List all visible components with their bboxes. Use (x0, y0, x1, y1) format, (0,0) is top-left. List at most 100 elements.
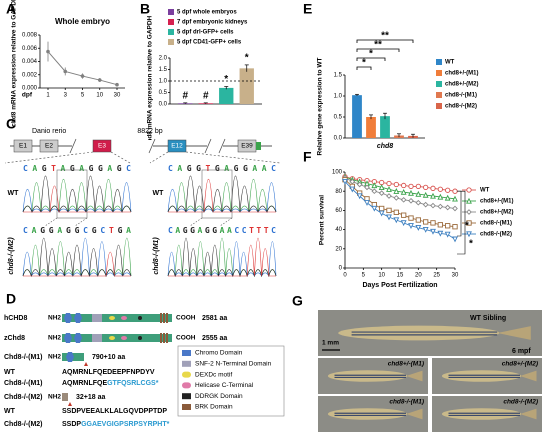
fish-stripes (448, 374, 520, 379)
point (378, 184, 385, 191)
protein-length: 2555 aa (202, 335, 227, 342)
significance: * (362, 58, 366, 69)
point (444, 204, 451, 211)
y-tick-label: 20 (335, 246, 342, 252)
point (356, 181, 363, 188)
x-tick-label: 10 (378, 273, 385, 279)
point (408, 215, 414, 221)
brk-domain (160, 313, 162, 323)
legend-swatch (436, 81, 442, 87)
terminus: NH2 (48, 335, 61, 342)
significance: * (469, 239, 473, 250)
exon (13, 139, 33, 153)
legend-label: chd8-/-(M1) (445, 93, 477, 99)
genotype-label: WT (153, 190, 165, 197)
significance: * (369, 49, 373, 60)
base: C (168, 164, 173, 173)
y-axis-label: Percent survival (319, 195, 326, 245)
gene-break (72, 140, 153, 152)
point (386, 180, 392, 187)
base: A (107, 164, 112, 173)
base: C (23, 226, 28, 235)
x-tick-label: 3 (64, 93, 68, 99)
base: A (227, 226, 232, 235)
photo-label: chd8-/-(M2) (503, 399, 538, 406)
y-axis-label: chd8 mRNA expression relative to GAPDH (11, 0, 18, 127)
genotype-label: WT (8, 190, 20, 197)
shift-lines (44, 217, 88, 227)
base: A (252, 164, 257, 173)
base: T (264, 226, 269, 235)
base: A (262, 164, 267, 173)
helicase-domain (121, 316, 127, 320)
point (452, 188, 458, 194)
significance: * (245, 53, 249, 64)
mutation-arrow (84, 362, 88, 366)
point (393, 181, 399, 188)
base: G (92, 226, 97, 235)
brk-domain (163, 313, 165, 323)
y-tick-label: 1.0 (334, 94, 343, 100)
legend-icon (182, 382, 191, 389)
base: G (118, 226, 123, 235)
base: A (61, 164, 66, 173)
fish (327, 408, 408, 420)
base: G (98, 164, 103, 173)
aa-sequence: AQMRNLFQEDEEPFNPDYV (62, 369, 155, 376)
significance-bracket (356, 66, 372, 70)
protein-name: zChd8 (4, 335, 25, 342)
point (80, 74, 85, 78)
y-tick-label: 100 (332, 170, 343, 176)
legend-label: 5 dpf CD41-GFP+ cells (177, 40, 242, 46)
base: G (117, 164, 122, 173)
line (47, 51, 118, 86)
point (430, 220, 436, 226)
ddrgk-domain (138, 316, 142, 320)
protein-length: 32+18 aa (76, 394, 105, 401)
point (466, 231, 472, 238)
aa-sequence: AQMRNLFQE (62, 380, 107, 387)
base: C (234, 226, 239, 235)
base: G (75, 226, 80, 235)
zoom-lines (4, 151, 281, 164)
panel-letter: D (6, 291, 16, 307)
scale-label: 1 mm (322, 340, 339, 347)
brk-domain (163, 333, 165, 343)
photo-label: WT Sibling (470, 315, 506, 322)
point (400, 220, 407, 227)
point (63, 69, 68, 74)
point (364, 200, 370, 206)
protein-name: Chd8-/-(M1) (4, 354, 43, 361)
x-axis-label: Days Post Fertilization (362, 282, 437, 289)
point (452, 195, 458, 202)
fish-tail (520, 370, 537, 382)
base: T (256, 226, 261, 235)
fish-stripes (351, 331, 498, 336)
chromatogram (23, 251, 131, 277)
base: A (79, 164, 84, 173)
aa-sequence: GTFQSRLCGS* (107, 380, 159, 387)
genotype-label: WT (4, 369, 16, 376)
panel-letter: G (292, 293, 303, 309)
fish (441, 370, 522, 382)
y-tick-label: 0.008 (22, 33, 38, 39)
significance: * (224, 74, 228, 85)
fish-stripes (448, 412, 520, 417)
x-tick-label: 5 (362, 273, 366, 279)
point (400, 188, 407, 195)
legend-icon (182, 350, 191, 356)
base: A (57, 226, 62, 235)
y-tick-label: 0.004 (22, 59, 38, 65)
legend-swatch (436, 70, 442, 76)
terminus: NH2 (48, 315, 61, 322)
legend-icon (182, 404, 191, 410)
break-mark (69, 138, 156, 154)
line (344, 176, 456, 200)
base: G (196, 164, 201, 173)
snf2-domain (92, 334, 102, 342)
exon (92, 139, 112, 153)
gene-break (207, 140, 223, 152)
species: Danio rerio (32, 128, 66, 135)
fish (338, 325, 500, 341)
